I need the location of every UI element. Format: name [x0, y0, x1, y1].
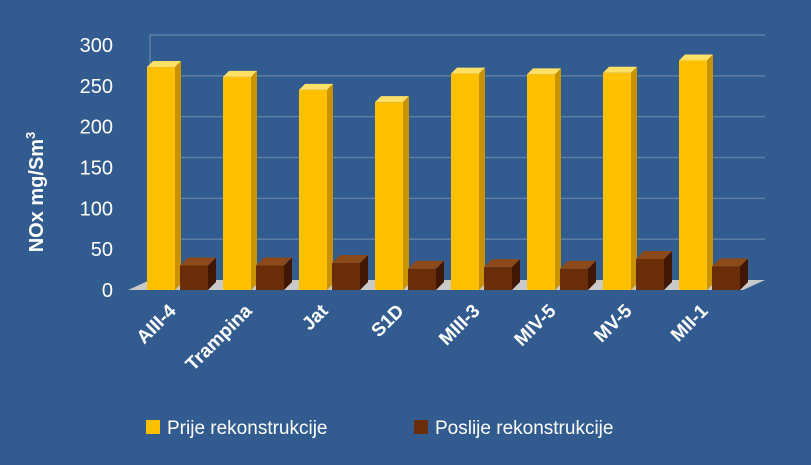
- bar-poslije: [256, 257, 292, 290]
- y-axis-ticks: 0 50 100 150 200 250 300: [80, 35, 113, 302]
- bar-side: [436, 260, 444, 290]
- bar-side: [707, 54, 713, 291]
- y-tick-label: 300: [80, 35, 113, 57]
- bar-side: [403, 96, 409, 291]
- bar-front: [560, 268, 588, 290]
- bar-prije: [679, 54, 713, 291]
- bar-top: [180, 257, 216, 266]
- y-tick-label: 100: [80, 198, 113, 220]
- bar-top: [636, 250, 672, 259]
- legend-swatch-prije: [146, 420, 160, 434]
- bar-top: [256, 257, 292, 266]
- bar-side: [284, 257, 292, 290]
- x-category-label: MII-1: [667, 300, 713, 346]
- bar-top: [603, 66, 637, 73]
- bar-top: [679, 54, 713, 61]
- x-category-label: Jat: [298, 300, 333, 335]
- bar-front: [484, 267, 512, 290]
- bar-top: [451, 67, 485, 74]
- x-axis-categories: AIII-4 Trampina Jat S1D MIII-3 MIV-5 MV-5 MII-1: [133, 300, 713, 375]
- bar-top: [223, 70, 257, 77]
- bar-side: [664, 250, 672, 290]
- bar-front: [332, 263, 360, 290]
- bar-poslije: [560, 260, 596, 290]
- legend-swatch-poslije: [414, 420, 428, 434]
- bar-top: [484, 259, 520, 268]
- bar-front: [375, 102, 403, 291]
- bar-side: [740, 258, 748, 290]
- bar-poslije: [636, 250, 672, 290]
- bar-front: [636, 258, 664, 290]
- y-tick-label: 50: [91, 239, 113, 261]
- bar-prije: [527, 68, 561, 291]
- bar-side: [631, 66, 637, 291]
- y-tick-label: 200: [80, 117, 113, 139]
- x-category-label: S1D: [368, 301, 409, 342]
- bar-side: [360, 255, 368, 290]
- bar-prije: [223, 70, 257, 290]
- bar-front: [451, 73, 479, 290]
- bar-prije: [451, 67, 485, 290]
- bar-poslije: [712, 258, 748, 290]
- bar-front: [180, 265, 208, 290]
- bar-side: [512, 259, 520, 290]
- bar-top: [299, 83, 333, 90]
- bar-prije: [603, 66, 637, 291]
- x-category-label: MIII-3: [435, 301, 484, 350]
- x-category-label: AIII-4: [133, 300, 181, 348]
- bar-poslije: [180, 257, 216, 290]
- bar-side: [251, 70, 257, 290]
- x-category-label: Trampina: [182, 300, 257, 375]
- bar-prije: [147, 61, 181, 290]
- y-tick-label: 150: [80, 158, 113, 180]
- bar-front: [256, 265, 284, 290]
- bar-front: [299, 89, 327, 291]
- bar-poslije: [332, 255, 368, 290]
- bar-prije: [299, 83, 333, 291]
- bar-top: [147, 61, 181, 68]
- bar-poslije: [408, 260, 444, 290]
- bar-side: [208, 257, 216, 290]
- bar-front: [147, 67, 175, 290]
- bar-front: [679, 60, 707, 291]
- legend-label-prije: Prije rekonstrukcije: [167, 418, 328, 439]
- bar-side: [175, 61, 181, 290]
- bar-front: [408, 268, 436, 290]
- bar-top: [527, 68, 561, 75]
- bar-top: [712, 258, 748, 267]
- bar-front: [712, 266, 740, 290]
- bar-top: [408, 260, 444, 269]
- bar-poslije: [484, 259, 520, 290]
- x-category-label: MV-5: [590, 300, 637, 347]
- y-tick-label: 250: [80, 76, 113, 98]
- y-tick-label: 0: [102, 280, 113, 302]
- bar-side: [555, 68, 561, 291]
- bar-prije: [375, 96, 409, 291]
- legend: Prije rekonstrukcije Poslije rekonstrukc…: [146, 418, 613, 439]
- bar-top: [375, 96, 409, 103]
- bars: [147, 54, 748, 291]
- bar-top: [332, 255, 368, 264]
- bar-side: [327, 83, 333, 291]
- bar-top: [560, 260, 596, 269]
- x-category-label: MIV-5: [511, 300, 561, 350]
- y-axis-title: NOx mg/Sm3: [23, 132, 48, 253]
- bar-side: [588, 260, 596, 290]
- bar-front: [223, 76, 251, 290]
- bar-front: [527, 74, 555, 291]
- bar-side: [479, 67, 485, 290]
- legend-label-poslije: Poslije rekonstrukcije: [435, 418, 613, 439]
- bar-front: [603, 72, 631, 291]
